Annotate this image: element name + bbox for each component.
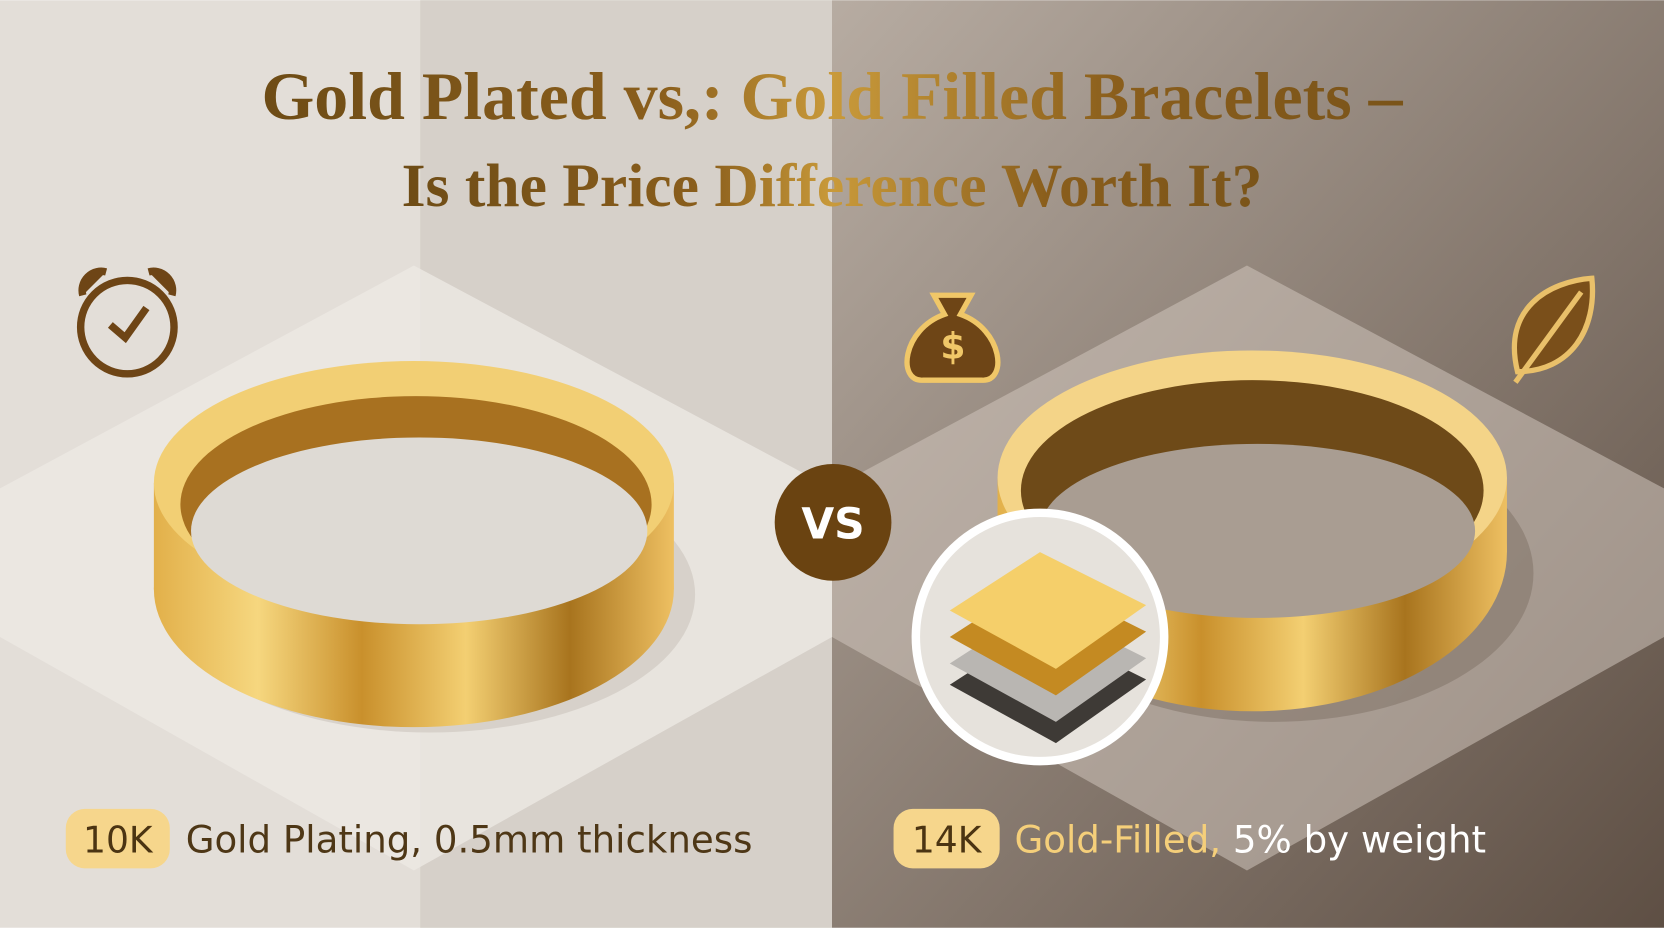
vs-label: VS (801, 500, 864, 549)
right-badge (893, 808, 1000, 869)
svg-text:$: $ (940, 326, 965, 368)
left-bracelet (153, 361, 696, 733)
left-caption: Gold Plating, 0.5mm thickness (186, 818, 753, 861)
right-caption-highlight: Gold-Filled, (1015, 818, 1222, 861)
money-bag-icon: $ (904, 292, 1001, 383)
left-badge (65, 808, 170, 869)
left-badge-text: 10K (83, 819, 154, 861)
right-badge-text: 14K (912, 819, 983, 861)
clock-icon (76, 267, 178, 378)
right-caption-rest: 5% by weight (1233, 818, 1486, 861)
right-caption: Gold-Filled, 5% by weight (1015, 818, 1487, 861)
title-line-1: Gold Plated vs,: Gold Filled Bracelets – (261, 58, 1403, 134)
layer-inset (911, 508, 1169, 766)
leaf-icon (1511, 275, 1596, 384)
vs-circle (774, 464, 892, 581)
title-line-2: Is the Price Difference Worth It? (402, 152, 1263, 220)
